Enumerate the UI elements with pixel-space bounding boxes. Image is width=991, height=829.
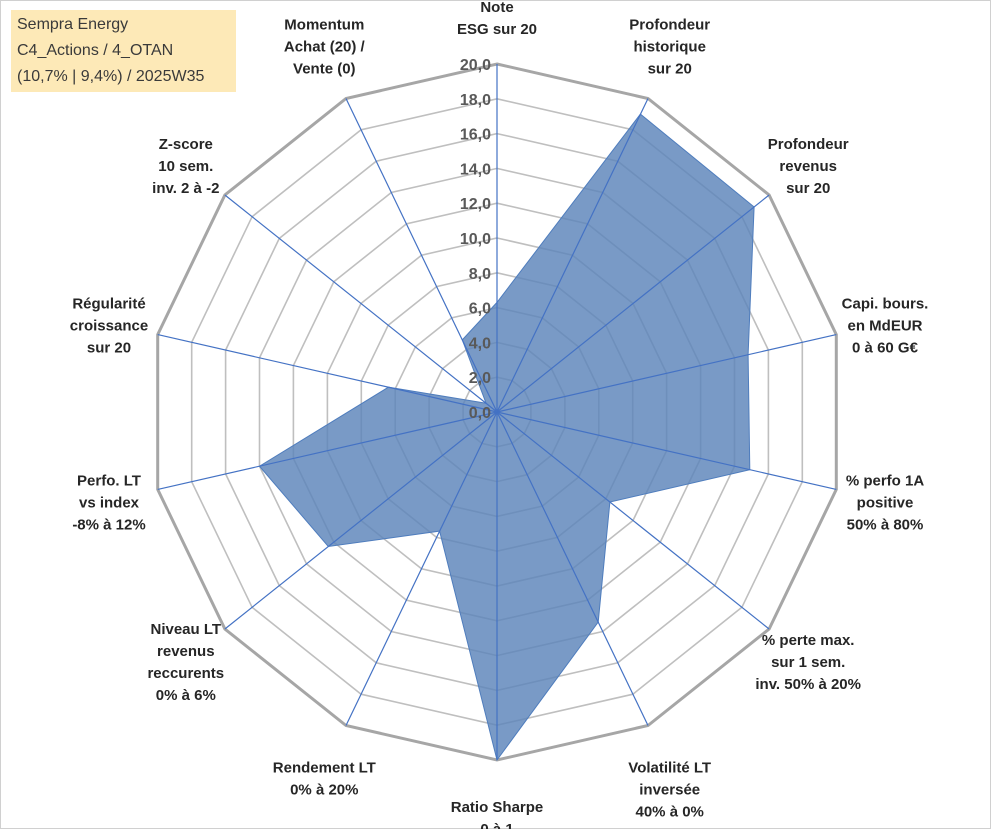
performance-line: (10,7% | 9,4%) / 2025W35 xyxy=(17,68,205,85)
axis-spoke xyxy=(224,411,498,630)
axis-label: % perte max. sur 1 sem. inv. 50% à 20% xyxy=(755,632,861,693)
axis-label: Profondeur revenus sur 20 xyxy=(768,136,849,197)
tick-layer: 0,0 2,0 4,0 6,0 8,0 10,0 12,0 14,0 16,0 18,0 20,0 xyxy=(460,57,491,422)
tick-label: 2,0 xyxy=(469,370,491,387)
axis-spoke xyxy=(496,411,770,630)
spoke-layer xyxy=(157,64,837,760)
info-box: Sempra Energy C4_Actions / 4_OTAN (10,7%… xyxy=(11,10,236,92)
axis-label: Note ESG sur 20 xyxy=(457,0,537,38)
series-area xyxy=(258,113,755,762)
tick-label: 6,0 xyxy=(469,301,491,318)
axis-spoke xyxy=(157,411,498,490)
axis-label: % perfo 1A positive 50% à 80% xyxy=(846,473,925,534)
axis-spoke xyxy=(345,98,498,413)
axis-spoke xyxy=(345,411,498,726)
tick-label: 12,0 xyxy=(460,196,491,213)
axis-label: Ratio Sharpe0 à 1 xyxy=(451,799,544,829)
axis-spoke xyxy=(224,194,498,413)
portfolio-line: C4_Actions / 4_OTAN xyxy=(17,42,174,59)
axis-spoke xyxy=(496,194,770,413)
tick-label: 14,0 xyxy=(460,161,491,178)
axis-label: Volatilité LT inversée 40% à 0% xyxy=(628,760,711,821)
tick-label: 4,0 xyxy=(469,335,491,352)
axis-label: Régularité croissance sur 20 xyxy=(70,295,148,356)
tick-label: 18,0 xyxy=(460,92,491,109)
axis-spoke xyxy=(496,411,649,726)
axis-spoke xyxy=(496,411,837,490)
data-layer xyxy=(258,113,755,762)
label-layer: Note ESG sur 20 Profondeur historique sur 20… xyxy=(70,0,929,829)
tick-label: 8,0 xyxy=(469,266,491,283)
axis-label: Momentum Achat (20) / Vente (0) xyxy=(284,16,366,77)
axis-label: Niveau LT revenus reccurents 0% à 6% xyxy=(147,621,224,704)
axis-label: Z-score 10 sem. inv. 2 à -2 xyxy=(152,136,219,197)
tick-label: 0,0 xyxy=(469,405,491,422)
axis-label: Rendement LT 0% à 20% xyxy=(273,760,376,799)
company-name: Sempra Energy xyxy=(17,16,129,33)
axis-label: Capi. bours. en MdEUR 0 à 60 G€ xyxy=(842,295,929,356)
axis-spoke xyxy=(496,98,649,413)
tick-label: 10,0 xyxy=(460,231,491,248)
axis-spoke xyxy=(157,334,498,413)
axis-label: Perfo. LT vs index -8% à 12% xyxy=(72,473,145,534)
tick-label: 20,0 xyxy=(460,57,491,74)
axis-spoke xyxy=(496,334,837,413)
axis-label: Profondeur historique sur 20 xyxy=(629,16,710,77)
tick-label: 16,0 xyxy=(460,127,491,144)
